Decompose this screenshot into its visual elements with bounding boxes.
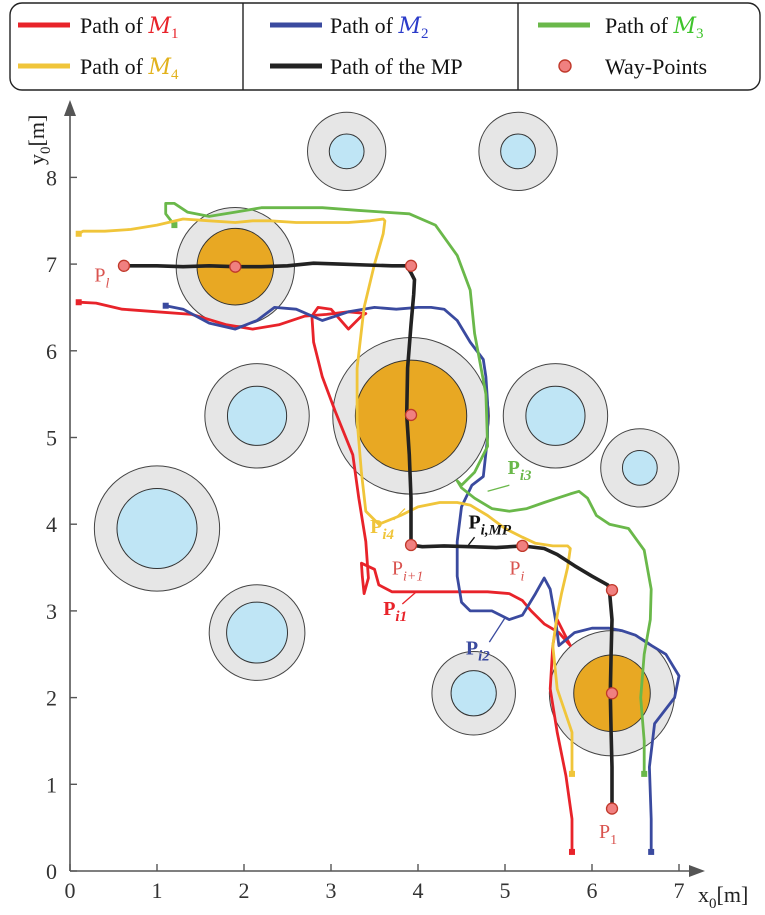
waypoint-marker (404, 408, 418, 422)
legend-label: Way-Points (605, 54, 707, 79)
path-end-marker (75, 299, 82, 306)
waypoint-marker (117, 259, 131, 272)
x-tick-label: 2 (239, 878, 250, 903)
obstacle (204, 363, 310, 469)
x-tick-label: 6 (587, 878, 598, 903)
waypoint-label: Pi (509, 557, 524, 584)
x-tick-label: 7 (674, 878, 685, 903)
path-start-marker (568, 848, 575, 855)
obstacle-body (450, 670, 497, 717)
obstacle-body (116, 488, 198, 570)
obstacle-body (621, 449, 658, 486)
y-tick-label: 0 (46, 859, 57, 884)
y-tick-label: 1 (46, 772, 57, 797)
obstacle (93, 465, 221, 592)
obstacle-body (500, 133, 536, 170)
legend-label: Path of M1 (80, 13, 178, 42)
legend-label: Path of the MP (330, 54, 463, 79)
obstacle (307, 111, 387, 192)
legend-label: Path of M4 (80, 54, 179, 83)
y-tick-label: 3 (46, 599, 57, 624)
path-line (164, 304, 681, 854)
legend-label: Path of M2 (330, 13, 428, 42)
legend-entry: Path of M4 (18, 54, 179, 83)
waypoint-marker (229, 260, 242, 273)
annotation-label: Pi,MP (468, 512, 511, 539)
waypoint-marker (516, 539, 529, 553)
y-axis-label: y0[m] (24, 115, 54, 165)
obstacle (208, 584, 306, 681)
path-start-marker (641, 770, 648, 777)
path-end-marker (75, 230, 82, 237)
x-tick-label: 1 (152, 878, 163, 903)
y-axis-arrow-icon (64, 100, 76, 116)
annotation-label: Pi3 (508, 457, 532, 484)
axes: 0 1 2 3 4 5 6 7 0 1 2 3 4 5 6 7 8 x0[m] y0[m] (24, 100, 748, 912)
x-tick-label: 4 (413, 878, 424, 903)
x-axis-label: x0[m] (698, 882, 748, 912)
annotation-leader (401, 591, 417, 605)
legend-label: Path of M3 (605, 13, 703, 42)
legend: Path of M1 Path of M2 Path of M3 Path of M4… (9, 2, 761, 91)
waypoint-label: Pi+1 (392, 557, 423, 584)
y-tick-label: 8 (46, 165, 57, 190)
labels: Pl Pi+1 Pi P1 Pi1 Pi2 Pi3 Pi4 Pi,MP (94, 264, 617, 848)
obstacle (431, 651, 516, 736)
x-tick-label: 0 (65, 878, 76, 903)
waypoint-marker (404, 538, 418, 552)
path-line (77, 217, 574, 776)
legend-marker-icon (558, 59, 572, 73)
y-tick-label: 7 (46, 252, 57, 277)
waypoint-label: Pl (94, 264, 109, 291)
path-start-marker (648, 848, 655, 855)
path-start-marker (568, 770, 575, 777)
annotation-label: Pi4 (370, 516, 394, 543)
annotation-label: Pi1 (383, 598, 407, 625)
waypoints (117, 259, 619, 815)
waypoint-marker (605, 687, 619, 700)
annotation-leader (488, 617, 506, 643)
annotation-leader (467, 536, 476, 546)
path-line (164, 201, 653, 776)
obstacle-body (226, 601, 288, 664)
path-end-marker (171, 222, 178, 229)
path-end-marker (162, 302, 169, 309)
obstacle (478, 111, 558, 192)
y-tick-label: 2 (46, 686, 57, 711)
legend-entry: Path of M1 (18, 13, 178, 42)
obstacle (600, 428, 680, 508)
annotation-leader (487, 484, 510, 492)
waypoint-marker (404, 259, 418, 272)
waypoint-label: P1 (599, 821, 617, 848)
obstacle-body (525, 385, 586, 446)
obstacle (502, 363, 609, 469)
y-tick-label: 4 (46, 512, 57, 537)
waypoint-marker (605, 802, 619, 815)
x-tick-label: 5 (500, 878, 511, 903)
legend-entry: Path of the MP (270, 54, 463, 79)
y-tick-label: 6 (46, 339, 57, 364)
x-axis-arrow-icon (689, 865, 705, 877)
y-tick-label: 5 (46, 426, 57, 451)
legend-entry: Way-Points (558, 54, 707, 79)
x-tick-label: 3 (326, 878, 337, 903)
obstacle-body (328, 133, 365, 170)
waypoint-marker (605, 583, 619, 597)
legend-entry: Path of M3 (538, 13, 703, 42)
annotation-leader (393, 508, 406, 521)
legend-entry: Path of M2 (270, 13, 428, 42)
path-line (77, 300, 574, 854)
obstacle-body (226, 385, 288, 446)
annotation-label: Pi2 (466, 637, 490, 664)
